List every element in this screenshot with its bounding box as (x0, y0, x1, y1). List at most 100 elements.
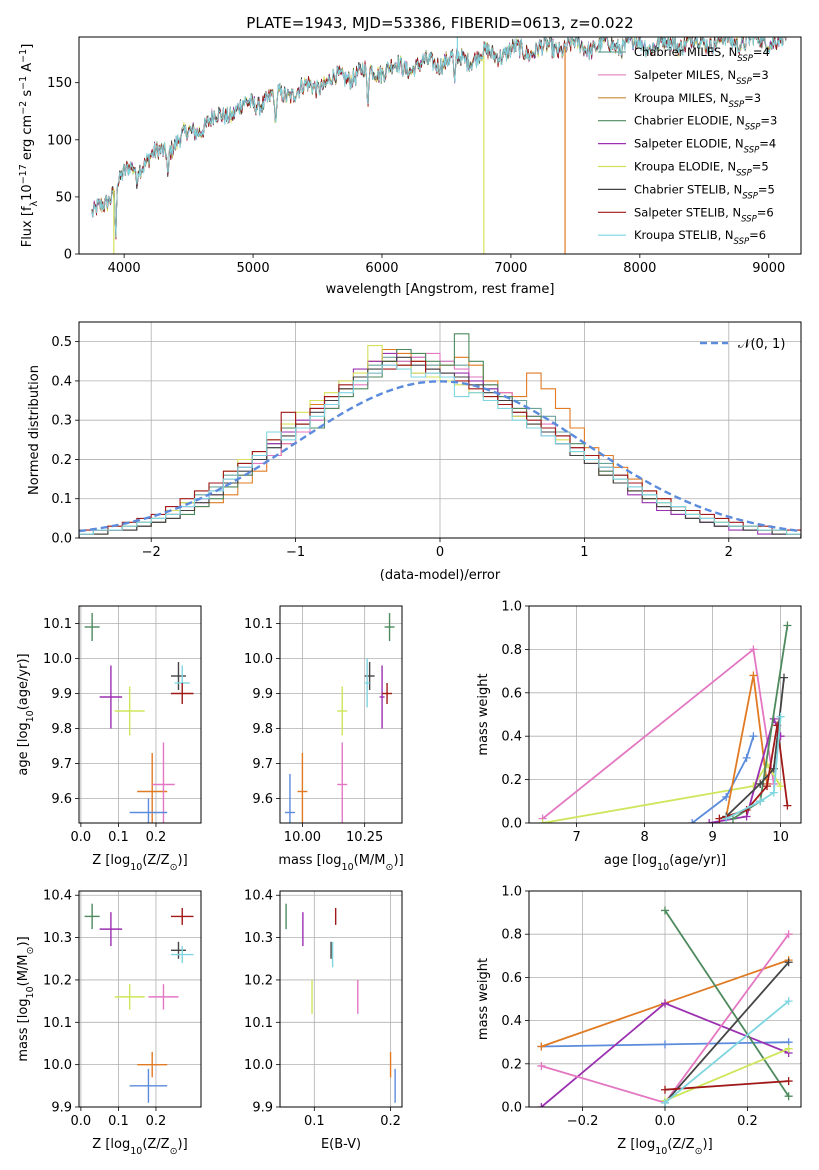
weight-marker (776, 782, 785, 791)
y-tick-label: 9.9 (51, 1101, 72, 1116)
x-axis-label: Z [log10(Z/Z⊙)] (92, 853, 187, 873)
data-point (170, 907, 194, 925)
x-tick-label: 0 (436, 545, 444, 560)
y-axis-label: mass weight (476, 673, 491, 755)
weight-series (542, 647, 775, 820)
y-tick-label: 10.3 (244, 931, 273, 946)
axes-frame (78, 36, 802, 255)
data-point (137, 1051, 168, 1078)
weight-series (664, 909, 790, 1097)
x-tick-label: 0.1 (108, 1114, 129, 1129)
legend-entry: Chabrier ELODIE, NSSP=3 (634, 114, 777, 133)
axes-frame (528, 890, 802, 1108)
x-axis-label: E(B-V) (321, 1137, 361, 1152)
legend-entry: Salpeter ELODIE, NSSP=4 (634, 137, 776, 156)
normal-curve (79, 380, 801, 533)
weight-series (664, 1000, 790, 1104)
weight-marker (763, 782, 771, 791)
data-point (384, 613, 395, 641)
weight-marker (784, 958, 793, 967)
x-tick-label: 1 (580, 545, 588, 560)
y-tick-label: 0.4 (501, 730, 522, 745)
y-axis-label: Normed distribution (27, 365, 42, 495)
x-tick-label: 0.2 (737, 1114, 758, 1129)
legend-entry: Kroupa STELIB, NSSP=6 (634, 228, 766, 247)
legend-entry: Chabrier STELIB, NSSP=5 (634, 182, 775, 201)
y-tick-label: 150 (47, 76, 72, 91)
data-point (364, 662, 375, 690)
y-tick-label: 1.0 (501, 885, 522, 900)
data-point (84, 903, 100, 930)
x-tick-label: 7000 (494, 261, 527, 276)
data-point (337, 742, 348, 823)
y-tick-label: 0.2 (51, 453, 72, 468)
legend-entry: Salpeter MILES, NSSP=3 (634, 68, 769, 87)
weight-marker (783, 801, 792, 810)
x-tick-label: 0.2 (146, 1114, 167, 1129)
y-tick-label: 100 (47, 133, 72, 148)
x-tick-label: 9000 (752, 261, 785, 276)
axes-frame (528, 605, 802, 824)
y-tick-label: 0.0 (501, 817, 522, 832)
weight-marker (722, 814, 731, 823)
mass-weight-vs-metallicity-panel: −0.2 0.0 0.2 0.0 0.2 0.4 0.6 0.8 1.0 Z [log10(Z/Z… (476, 885, 802, 1157)
weight-marker (784, 1092, 793, 1101)
x-tick-label: 10 (772, 830, 789, 845)
x-tick-label: 0.2 (146, 830, 167, 845)
weight-marker (756, 797, 765, 806)
y-tick-label: 9.6 (51, 792, 72, 807)
legend-entry: Kroupa ELODIE, NSSP=5 (634, 160, 769, 179)
y-tick-label: 9.9 (252, 687, 273, 702)
weight-marker (537, 1061, 546, 1070)
y-tick-label: 9.7 (252, 757, 273, 772)
y-tick-label: 9.8 (252, 722, 273, 737)
x-tick-label: 4000 (108, 261, 141, 276)
weight-marker (749, 645, 758, 654)
weight-marker (776, 712, 785, 721)
y-tick-label: 0.1 (51, 492, 72, 507)
y-tick-label: 9.9 (252, 1101, 273, 1116)
weight-series (664, 961, 790, 1104)
y-tick-label: 10.1 (244, 1016, 273, 1031)
y-tick-label: 0.6 (501, 686, 522, 701)
data-point (129, 798, 168, 823)
x-tick-label: 2 (725, 545, 733, 560)
y-axis-label: mass weight (476, 958, 491, 1040)
data-point (170, 662, 186, 690)
age-vs-mass-panel: 10.00 10.25 9.6 9.7 9.8 9.9 10.0 10.1 mass [log1… (244, 605, 404, 873)
y-tick-label: 50 (55, 190, 72, 205)
y-tick-label: 10.0 (244, 652, 273, 667)
weight-marker (749, 671, 758, 680)
axes-frame (279, 605, 403, 824)
spectrum-panel: 4000 5000 6000 7000 8000 9000 0 50 100 150 Chabrie… (18, 36, 802, 297)
data-point (148, 984, 179, 1010)
weight-series (725, 716, 782, 820)
y-tick-label: 10.2 (43, 973, 72, 988)
y-tick-label: 9.7 (51, 757, 72, 772)
weight-marker (537, 1103, 546, 1107)
data-point (137, 753, 168, 823)
spectrum-legend: Chabrier MILES, NSSP=4 Salpeter MILES, NS… (598, 45, 777, 247)
y-tick-label: 0.2 (501, 1057, 522, 1072)
x-axis-label: Z [log10(Z/Z⊙)] (617, 1137, 712, 1157)
weight-marker (705, 819, 714, 823)
y-tick-label: 9.8 (51, 722, 72, 737)
y-tick-label: 10.0 (43, 1058, 72, 1073)
weight-marker (722, 792, 731, 801)
data-point (170, 946, 194, 963)
data-point (114, 984, 145, 1010)
data-point (382, 683, 393, 704)
y-tick-label: 10.0 (244, 1058, 273, 1073)
weight-marker (538, 819, 547, 823)
y-tick-label: 0.0 (51, 532, 72, 547)
legend-entry: Kroupa MILES, NSSP=3 (634, 91, 761, 110)
axes-frame (78, 890, 202, 1108)
data-point (379, 665, 385, 729)
x-axis-label: Z [log10(Z/Z⊙)] (92, 1137, 187, 1157)
weight-marker (661, 999, 669, 1008)
y-tick-label: 0.8 (501, 928, 522, 943)
x-tick-label: 9 (708, 830, 716, 845)
data-point (297, 753, 308, 823)
data-point (99, 912, 123, 947)
